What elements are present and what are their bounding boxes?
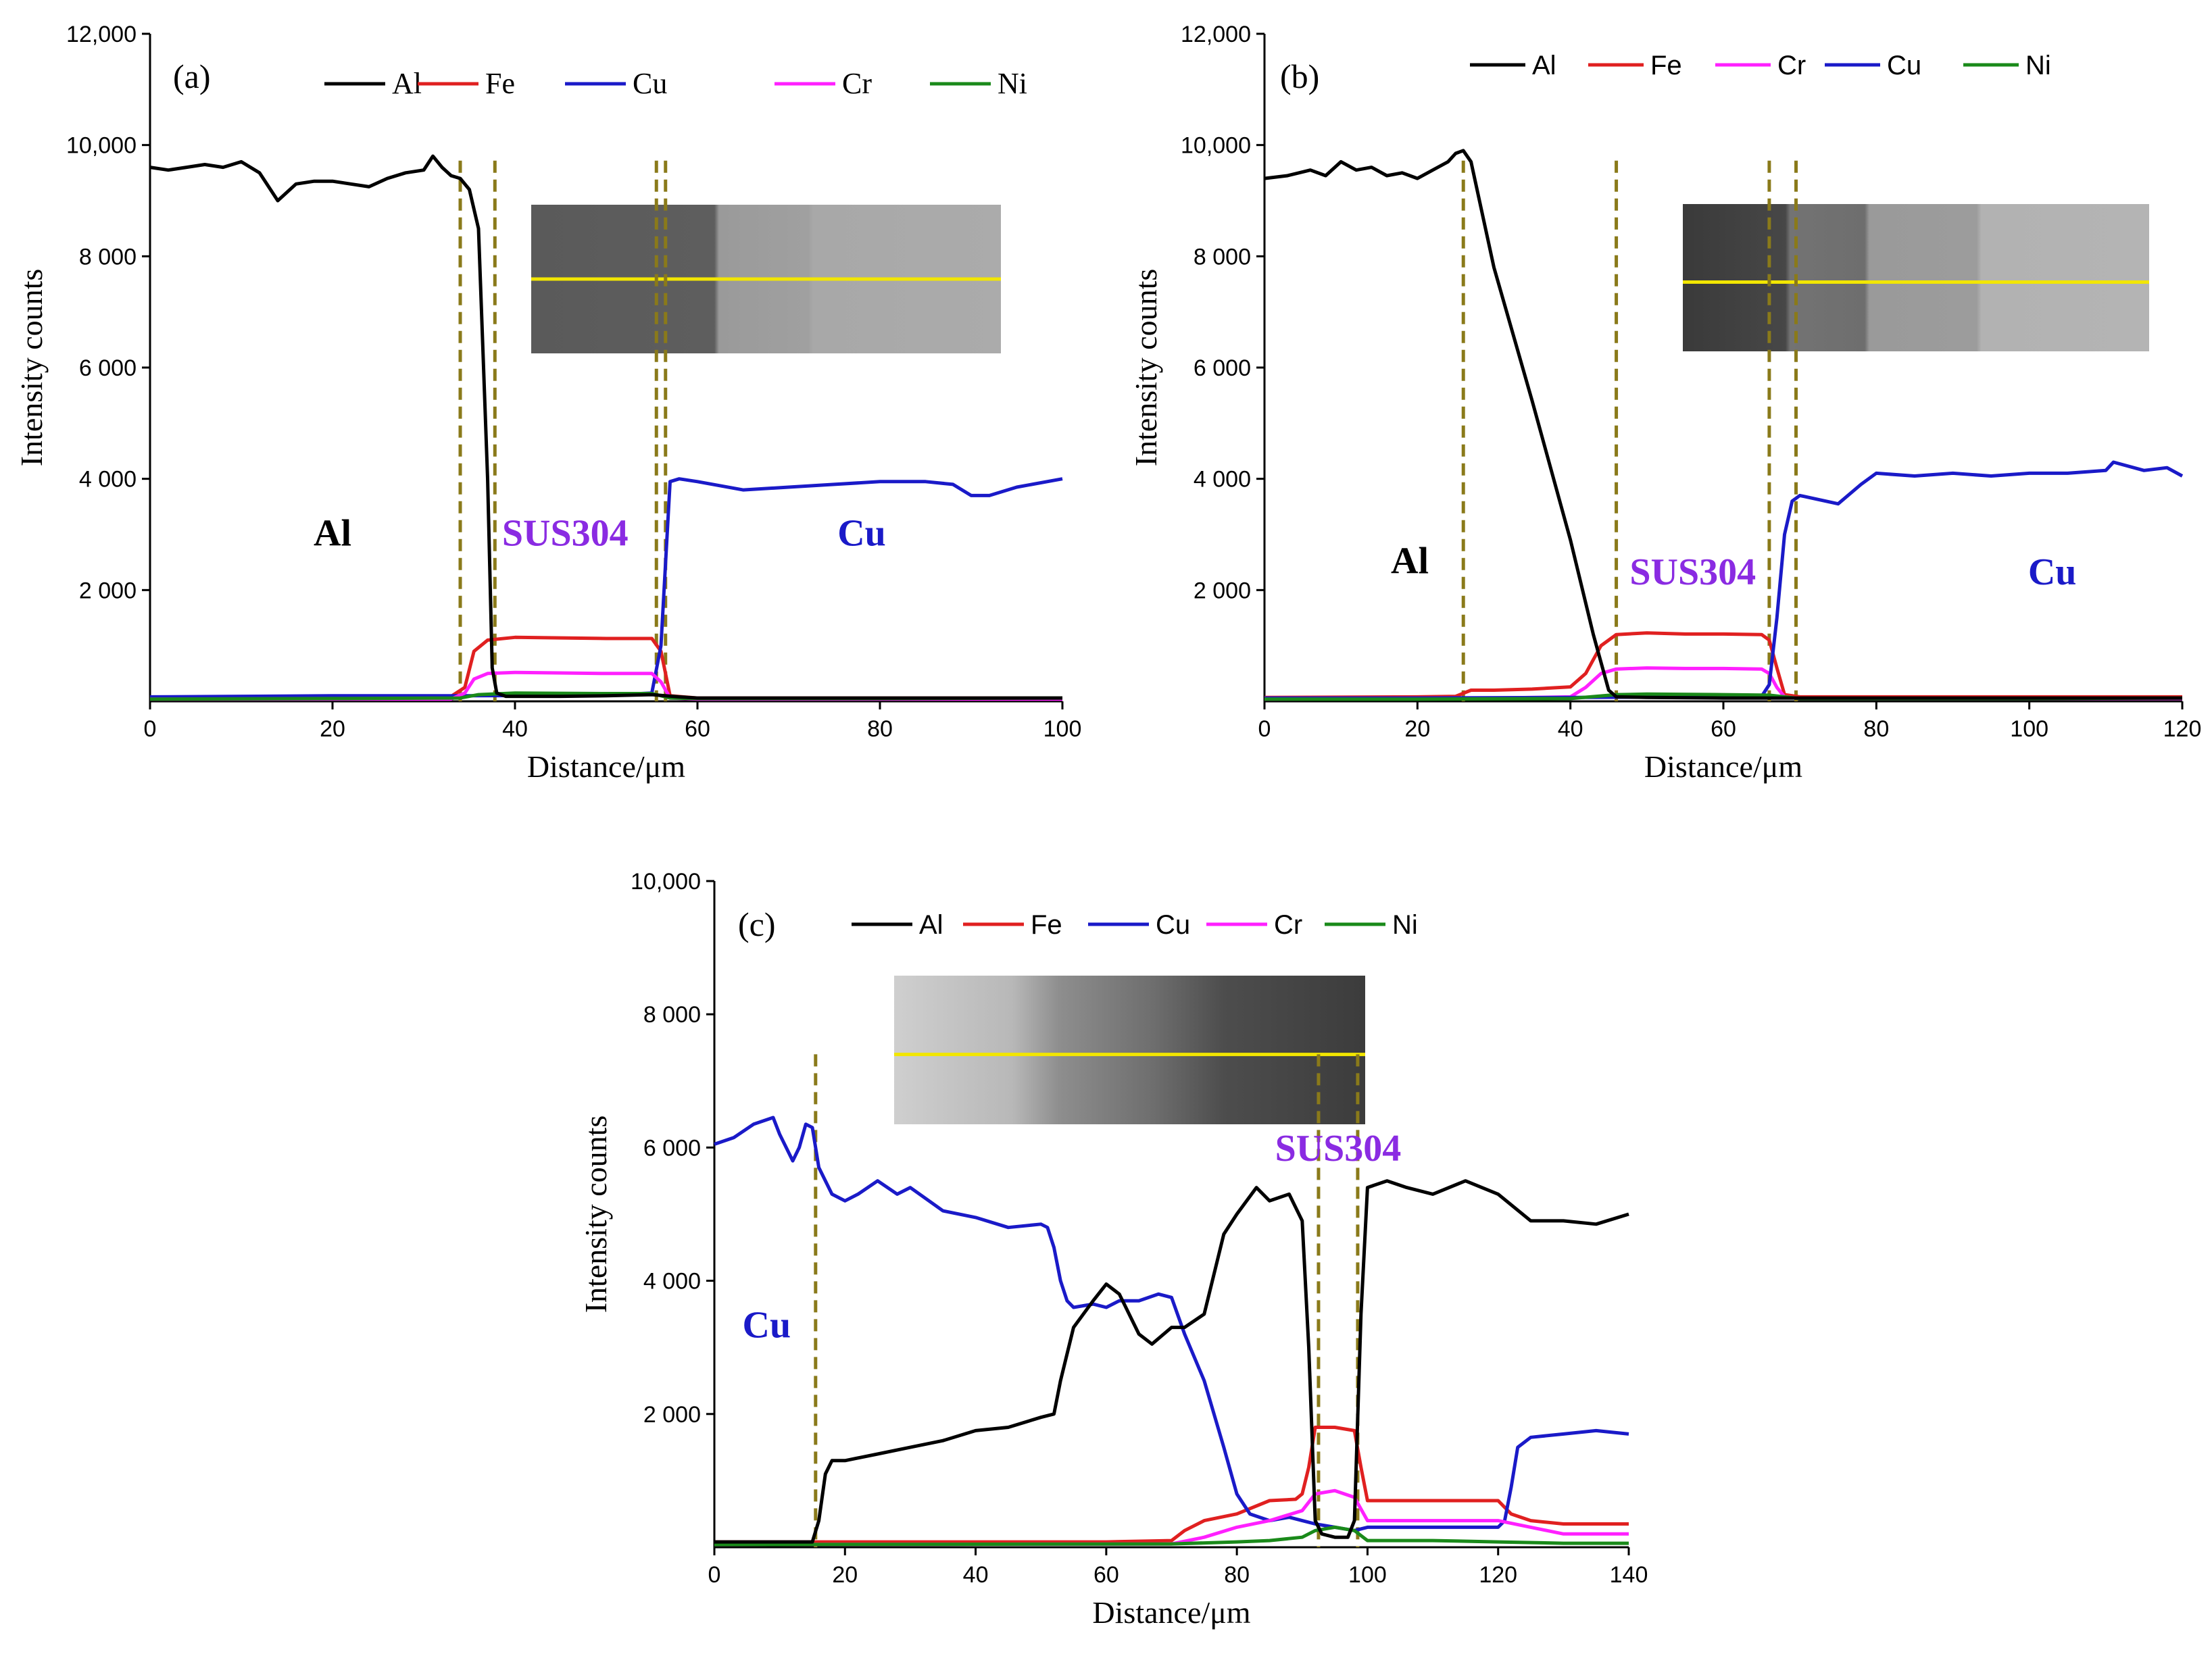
x-tick-label: 0 — [708, 1562, 721, 1588]
panel-label: (a) — [173, 57, 211, 95]
sem-inset-image — [894, 976, 1365, 1124]
x-tick-label: 120 — [1479, 1562, 1517, 1588]
region-label-al: Al — [314, 512, 351, 554]
panel-a: 2 000 4 000 6 000 8 000 10,000 12,000 0 20 40 60 8… — [14, 22, 1081, 784]
x-tick-label: 100 — [1043, 716, 1082, 742]
x-tick-label: 60 — [1711, 716, 1736, 742]
region-label-cu: Cu — [837, 512, 886, 554]
legend-label-al: Al — [392, 67, 422, 100]
series-line-fe — [149, 635, 1062, 700]
y-tick-label: 6 000 — [1194, 355, 1251, 381]
series-line-al — [1264, 149, 2182, 700]
region-label-cu: Cu — [743, 1304, 791, 1346]
y-tick-label: 2 000 — [1194, 578, 1251, 603]
y-tick-label: 2 000 — [79, 578, 137, 603]
x-tick-label: 80 — [867, 716, 893, 742]
panel-label: (b) — [1280, 57, 1319, 95]
x-tick-label: 20 — [1404, 716, 1430, 742]
y-tick-label: 12,000 — [66, 22, 137, 47]
region-label-sus304: SUS304 — [1629, 551, 1756, 593]
panel-label: (c) — [738, 905, 776, 943]
series-line-cu — [149, 477, 1063, 699]
legend-label-cr: Cr — [1274, 910, 1302, 940]
legend-label-al: Al — [1532, 51, 1556, 80]
y-tick-label: 10,000 — [1181, 133, 1251, 159]
x-axis-title: Distance/μm — [1092, 1595, 1250, 1630]
series-line-cr — [714, 1488, 1629, 1547]
x-tick-label: 20 — [832, 1562, 858, 1588]
x-tick-label: 0 — [144, 716, 157, 742]
y-axis-title: Intensity counts — [1129, 269, 1163, 467]
x-tick-label: 120 — [2163, 716, 2202, 742]
y-tick-label: 12,000 — [1181, 22, 1251, 47]
x-tick-label: 20 — [320, 716, 345, 742]
x-tick-label: 80 — [1224, 1562, 1250, 1588]
x-tick-label: 60 — [685, 716, 710, 742]
y-axis-title: Intensity counts — [579, 1116, 613, 1313]
legend-label-ni: Ni — [2025, 51, 2051, 80]
y-tick-label: 8 000 — [79, 244, 137, 270]
legend-label-cr: Cr — [1777, 51, 1806, 80]
region-label-al: Al — [1391, 541, 1429, 582]
y-tick-label: 4 000 — [79, 467, 137, 493]
x-tick-label: 100 — [2010, 716, 2048, 742]
x-axis-title: Distance/μm — [1644, 749, 1802, 784]
legend-label-cu: Cu — [1887, 51, 1921, 80]
region-label-sus304: SUS304 — [1275, 1128, 1402, 1170]
region-label-sus304: SUS304 — [502, 512, 629, 554]
x-tick-label: 100 — [1348, 1562, 1387, 1588]
y-tick-label: 6 000 — [643, 1135, 701, 1161]
legend-label-ni: Ni — [1392, 910, 1418, 940]
x-tick-label: 0 — [1258, 716, 1271, 742]
y-tick-label: 4 000 — [1194, 467, 1251, 493]
x-tick-label: 140 — [1610, 1562, 1648, 1588]
legend-label-fe: Fe — [1650, 51, 1682, 80]
series-line-fe — [714, 1426, 1629, 1544]
legend-label-al: Al — [919, 910, 943, 940]
y-tick-label: 10,000 — [631, 869, 701, 895]
y-axis-title: Intensity counts — [14, 269, 49, 467]
y-tick-label: 4 000 — [643, 1269, 701, 1295]
legend-label-cu: Cu — [1156, 910, 1190, 940]
y-tick-label: 6 000 — [79, 355, 137, 381]
y-tick-label: 10,000 — [66, 133, 137, 159]
panel-c: 2 000 4 000 6 000 8 000 10,000 0 20 40 60 80 100 12… — [579, 869, 1648, 1630]
legend-label-fe: Fe — [485, 67, 515, 100]
region-label-cu: Cu — [2028, 551, 2077, 593]
y-tick-label: 8 000 — [1194, 244, 1251, 270]
legend-label-cr: Cr — [842, 67, 872, 100]
x-tick-label: 80 — [1863, 716, 1889, 742]
x-tick-label: 40 — [502, 716, 528, 742]
sem-inset-image — [1683, 204, 2149, 351]
legend-label-ni: Ni — [998, 67, 1027, 100]
legend-label-fe: Fe — [1031, 910, 1062, 940]
series-line-fe — [1264, 631, 2182, 699]
legend-label-cu: Cu — [633, 67, 667, 100]
series-line-al — [714, 1179, 1629, 1544]
x-tick-label: 40 — [1558, 716, 1583, 742]
x-tick-label: 60 — [1093, 1562, 1119, 1588]
x-axis-title: Distance/μm — [527, 749, 685, 784]
x-tick-label: 40 — [963, 1562, 989, 1588]
series-line-ni — [714, 1525, 1629, 1547]
series-line-cu — [714, 1116, 1629, 1532]
series-line-al — [149, 154, 1062, 700]
y-tick-label: 8 000 — [643, 1002, 701, 1028]
y-tick-label: 2 000 — [643, 1402, 701, 1428]
panel-b: 2 000 4 000 6 000 8 000 10,000 12,000 0 20 40 60 8… — [1129, 22, 2201, 784]
